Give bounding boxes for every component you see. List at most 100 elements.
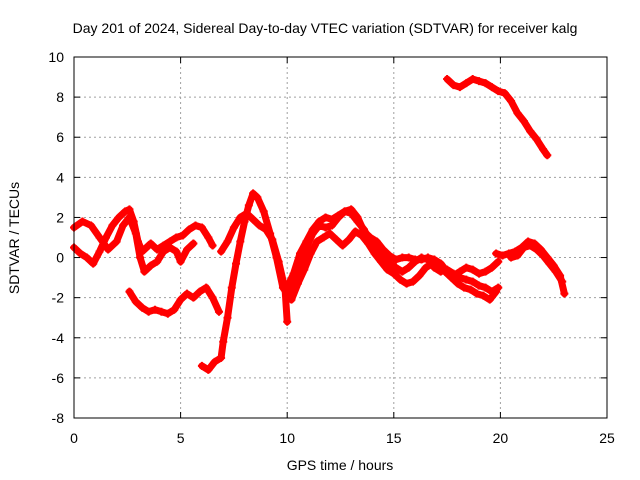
x-tick-label: 15 — [386, 430, 402, 446]
data-point — [274, 257, 283, 266]
data-point — [287, 295, 296, 304]
data-point — [481, 283, 490, 292]
data-point — [379, 245, 388, 254]
data-point — [295, 249, 304, 258]
data-point — [398, 267, 407, 276]
data-point — [338, 241, 347, 250]
data-point — [532, 135, 541, 144]
data-point — [430, 255, 439, 264]
series-line — [217, 209, 291, 326]
data-point — [494, 87, 503, 96]
data-point — [404, 263, 413, 272]
data-point — [487, 83, 496, 92]
data-point — [255, 221, 264, 230]
data-point — [481, 267, 490, 276]
data-point — [519, 243, 528, 252]
data-point — [195, 287, 204, 296]
data-point — [153, 245, 162, 254]
data-point — [159, 247, 168, 256]
data-point — [208, 241, 217, 250]
data-point — [500, 89, 509, 98]
data-point — [462, 79, 471, 88]
data-point — [315, 217, 324, 226]
data-point — [189, 239, 198, 248]
data-point — [189, 293, 198, 302]
data-point — [526, 127, 535, 136]
data-point — [443, 267, 452, 276]
data-point — [513, 251, 522, 260]
x-tick-label: 25 — [599, 430, 615, 446]
data-point — [321, 223, 330, 232]
data-point — [217, 353, 226, 362]
data-point — [268, 235, 277, 244]
data-point — [153, 257, 162, 266]
data-point — [283, 283, 292, 292]
data-point — [313, 237, 322, 246]
data-point — [468, 277, 477, 286]
data-point — [157, 307, 166, 316]
data-point — [82, 253, 91, 262]
data-point — [327, 215, 336, 224]
data-point — [539, 251, 548, 260]
data-point — [197, 361, 206, 370]
data-point — [494, 257, 503, 266]
data-point — [353, 213, 362, 222]
data-point — [481, 79, 490, 88]
data-point — [112, 237, 121, 246]
series-track-h — [443, 75, 552, 160]
data-point — [253, 193, 262, 202]
data-point — [468, 265, 477, 274]
data-point — [223, 237, 232, 246]
data-point — [125, 205, 134, 214]
x-axis-label: GPS time / hours — [287, 457, 394, 473]
data-point — [163, 309, 172, 318]
data-point — [308, 225, 317, 234]
data-point — [283, 317, 292, 326]
data-point — [391, 263, 400, 272]
data-point — [89, 259, 98, 268]
data-point — [125, 213, 134, 222]
data-point — [178, 231, 187, 240]
data-point — [202, 283, 211, 292]
data-point — [121, 207, 130, 216]
data-point — [227, 283, 236, 292]
data-point — [146, 261, 155, 270]
data-point — [114, 213, 123, 222]
data-point — [76, 249, 85, 258]
data-point — [453, 279, 462, 288]
data-point — [170, 305, 179, 314]
x-tick-label: 5 — [177, 430, 185, 446]
data-point — [449, 271, 458, 280]
data-point — [204, 365, 213, 374]
data-point — [462, 275, 471, 284]
data-point — [370, 249, 379, 258]
data-point — [347, 205, 356, 214]
x-tick-label: 20 — [493, 430, 509, 446]
data-point — [560, 289, 569, 298]
data-point — [261, 225, 270, 234]
data-point — [302, 237, 311, 246]
y-axis-label: SDTVAR / TECUs — [6, 182, 22, 294]
data-point — [345, 235, 354, 244]
data-point — [172, 247, 181, 256]
data-point — [131, 297, 140, 306]
data-point — [236, 213, 245, 222]
data-point — [475, 281, 484, 290]
data-point — [289, 269, 298, 278]
data-point — [391, 255, 400, 264]
data-point — [475, 77, 484, 86]
data-point — [389, 269, 398, 278]
y-tick-label: -6 — [52, 370, 65, 386]
data-point — [558, 277, 567, 286]
data-point — [449, 81, 458, 90]
data-point — [125, 287, 134, 296]
data-point — [551, 267, 560, 276]
y-tick-label: 8 — [56, 89, 64, 105]
data-point — [236, 237, 245, 246]
data-point — [334, 211, 343, 220]
data-point — [539, 145, 548, 154]
y-tick-label: -2 — [52, 290, 65, 306]
data-point — [144, 307, 153, 316]
data-point — [131, 229, 140, 238]
